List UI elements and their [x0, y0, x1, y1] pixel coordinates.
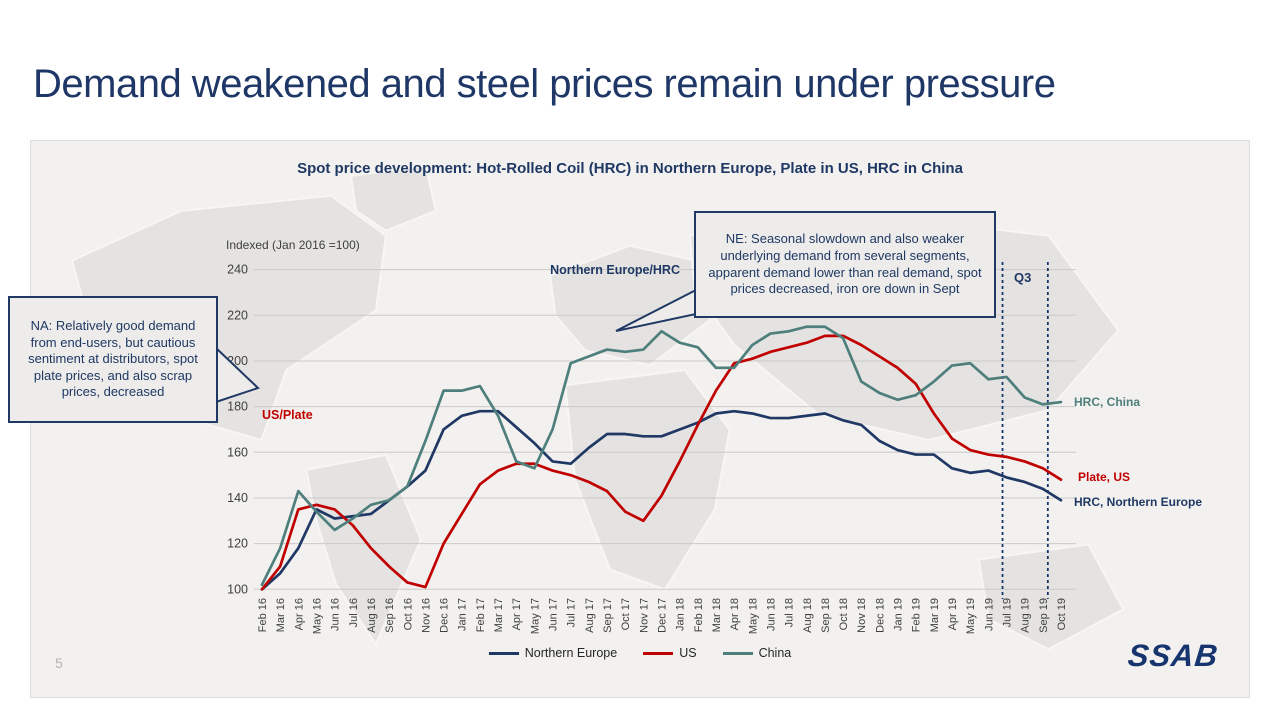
legend-label: China: [758, 646, 792, 660]
q3-label: Q3: [1014, 270, 1032, 285]
legend-swatch: [488, 651, 519, 655]
series-end-label-northern-europe: HRC, Northern Europe: [1074, 495, 1203, 509]
legend-item-us: US: [643, 646, 697, 660]
legend-swatch: [643, 651, 674, 655]
legend-item-china: China: [722, 646, 792, 660]
label-us-plate: US/Plate: [262, 408, 313, 422]
slide-title: Demand weakened and steel prices remain …: [33, 62, 1056, 106]
legend-label: Northern Europe: [524, 646, 618, 660]
legend-swatch: [722, 651, 753, 655]
ssab-logo: SSAB: [1126, 638, 1221, 673]
series-end-label-us: Plate, US: [1078, 470, 1131, 484]
series-end-label-china: HRC, China: [1074, 395, 1140, 409]
page-number: 5: [55, 655, 63, 671]
chart-legend: Northern Europe US China: [0, 646, 1280, 660]
label-northern-europe-hrc: Northern Europe/HRC: [550, 263, 680, 277]
na-annotation-box: NA: Relatively good demand from end-user…: [8, 296, 218, 423]
legend-label: US: [679, 646, 697, 660]
chart-title: Spot price development: Hot-Rolled Coil …: [297, 160, 963, 177]
ne-annotation-box: NE: Seasonal slowdown and also weaker un…: [694, 211, 996, 318]
y-axis-note: Indexed (Jan 2016 =100): [226, 238, 360, 252]
legend-item-northern-europe: Northern Europe: [488, 646, 618, 660]
